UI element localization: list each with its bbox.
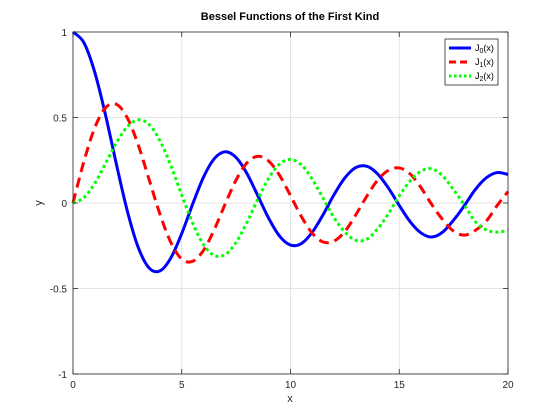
y-tick-label: 1 xyxy=(61,28,67,39)
series-line-1 xyxy=(71,102,510,264)
x-tick-label: 20 xyxy=(502,380,514,391)
legend-label-1: J1(x) xyxy=(475,57,494,69)
x-axis-label: x xyxy=(287,393,293,405)
x-tick-label: 10 xyxy=(285,380,297,391)
legend: J0(x) J1(x) J2(x) xyxy=(444,38,499,86)
ticks: 0 5 10 15 20 -1 -0.5 0 0.5 1 xyxy=(50,28,514,391)
x-tick-label: 15 xyxy=(394,380,406,391)
legend-label-2: J2(x) xyxy=(475,71,494,83)
legend-label-0: J0(x) xyxy=(475,43,494,55)
y-tick-label: 0 xyxy=(61,199,67,210)
y-tick-label: -1 xyxy=(58,370,67,381)
y-tick-label: 0.5 xyxy=(53,114,67,125)
series-line-2 xyxy=(72,118,509,258)
series-line-0 xyxy=(71,30,509,274)
y-tick-label: -0.5 xyxy=(50,285,68,296)
y-axis-label: y xyxy=(33,200,45,206)
x-tick-label: 5 xyxy=(179,380,185,391)
x-tick-label: 0 xyxy=(70,380,76,391)
chart-title: Bessel Functions of the First Kind xyxy=(201,11,379,23)
series-layer xyxy=(71,30,510,274)
